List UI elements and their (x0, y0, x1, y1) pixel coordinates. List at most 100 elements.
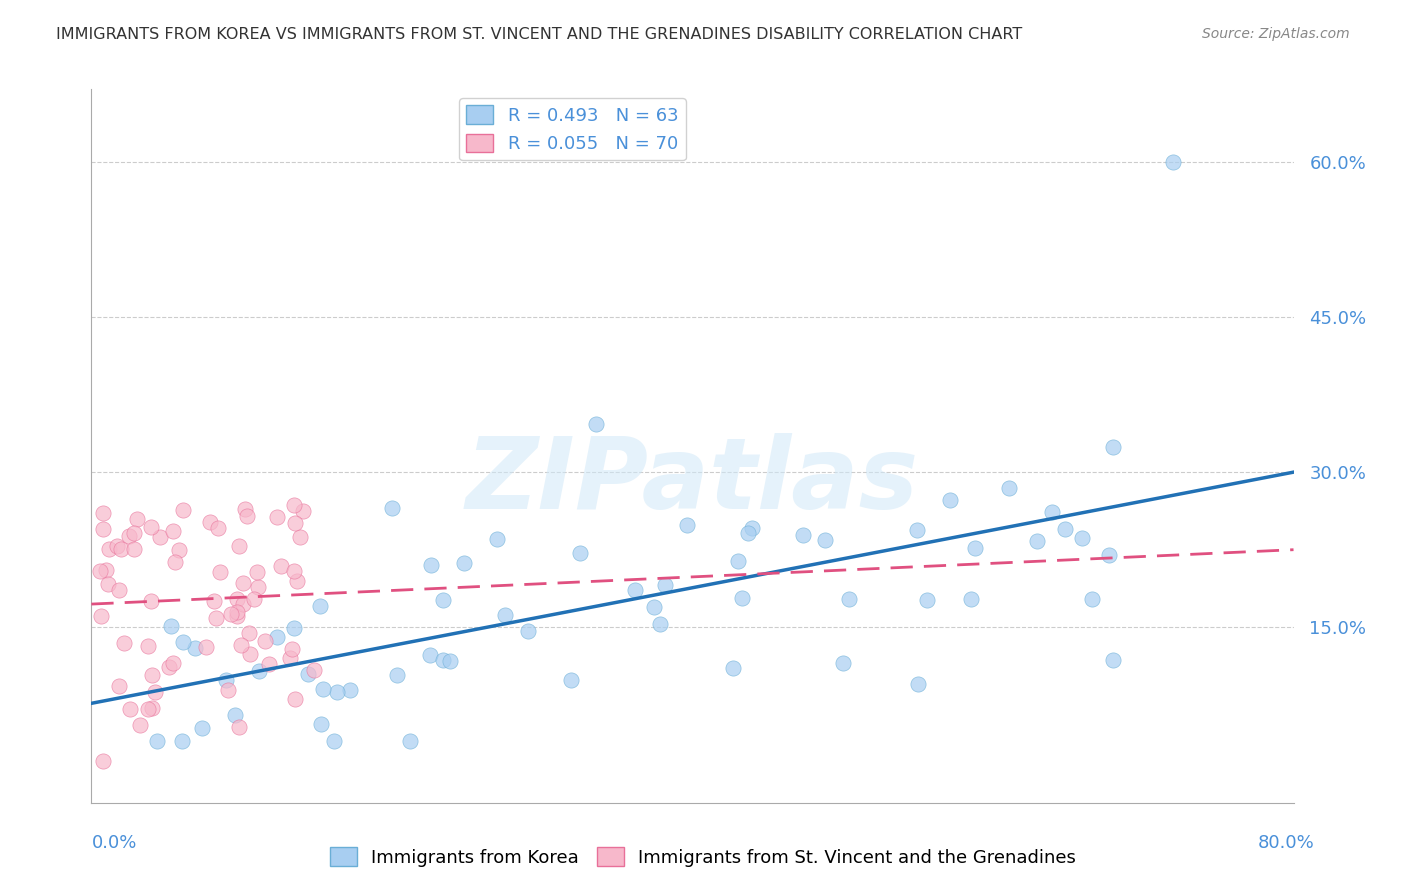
Point (141, 668, 163, 682)
Point (831, 656, 853, 670)
Point (214, 673, 236, 687)
Point (381, 501, 404, 516)
Point (309, 716, 332, 731)
Point (439, 654, 461, 668)
Point (172, 503, 194, 517)
Point (141, 701, 163, 715)
Point (219, 607, 242, 621)
Point (162, 657, 184, 671)
Point (191, 721, 214, 735)
Point (90, 609, 112, 624)
Point (93, 522, 115, 536)
Point (568, 546, 591, 560)
Legend: R = 0.493   N = 63, R = 0.055   N = 70: R = 0.493 N = 63, R = 0.055 N = 70 (458, 98, 686, 161)
Text: Source: ZipAtlas.com: Source: ZipAtlas.com (1202, 27, 1350, 41)
Point (253, 634, 276, 648)
Point (281, 641, 304, 656)
Point (162, 524, 184, 538)
Point (385, 667, 408, 681)
Point (235, 502, 257, 516)
Point (143, 685, 166, 699)
Point (149, 530, 172, 544)
Point (398, 733, 420, 747)
Point (225, 609, 247, 624)
Point (122, 526, 145, 541)
Legend: Immigrants from Korea, Immigrants from St. Vincent and the Grenadines: Immigrants from Korea, Immigrants from S… (322, 840, 1084, 874)
Point (585, 417, 607, 431)
Point (453, 556, 475, 570)
Point (225, 606, 247, 620)
Point (560, 673, 582, 687)
Point (624, 582, 647, 597)
Point (997, 481, 1019, 495)
Point (229, 638, 252, 652)
Point (105, 539, 128, 553)
Point (1098, 548, 1121, 562)
Point (108, 583, 131, 598)
Point (170, 733, 193, 747)
Point (257, 657, 280, 671)
Point (915, 593, 938, 607)
Point (905, 523, 928, 537)
Point (676, 517, 699, 532)
Point (136, 639, 159, 653)
Point (98, 542, 121, 557)
Point (792, 527, 814, 541)
Point (167, 542, 190, 557)
Point (172, 635, 194, 649)
Point (184, 640, 207, 655)
Point (157, 659, 180, 673)
Point (232, 575, 254, 590)
Point (838, 592, 860, 607)
Point (110, 541, 132, 556)
Point (194, 640, 217, 654)
Point (239, 647, 262, 661)
Point (654, 578, 676, 592)
Point (235, 509, 257, 524)
Point (125, 512, 148, 526)
Point (266, 510, 288, 524)
Point (432, 593, 454, 607)
Point (486, 532, 509, 546)
Point (326, 685, 349, 699)
Point (339, 682, 361, 697)
Point (959, 592, 981, 607)
Point (118, 529, 141, 543)
Point (284, 516, 307, 530)
Point (89, 564, 111, 578)
Point (266, 630, 288, 644)
Point (419, 558, 441, 572)
Point (139, 520, 162, 534)
Point (139, 594, 162, 608)
Point (290, 530, 312, 544)
Point (246, 565, 269, 579)
Point (270, 559, 292, 574)
Point (939, 493, 962, 508)
Point (120, 702, 142, 716)
Point (907, 677, 929, 691)
Point (322, 733, 344, 747)
Point (278, 651, 301, 665)
Point (419, 648, 441, 662)
Point (1040, 505, 1063, 519)
Point (136, 702, 159, 716)
Point (297, 667, 319, 681)
Point (292, 504, 315, 518)
Point (247, 664, 270, 678)
Point (727, 554, 749, 568)
Text: IMMIGRANTS FROM KOREA VS IMMIGRANTS FROM ST. VINCENT AND THE GRENADINES DISABILI: IMMIGRANTS FROM KOREA VS IMMIGRANTS FROM… (56, 27, 1022, 42)
Point (204, 611, 226, 625)
Point (217, 683, 239, 698)
Point (494, 608, 516, 623)
Point (232, 597, 254, 611)
Point (1101, 653, 1123, 667)
Point (122, 542, 145, 557)
Point (963, 541, 986, 555)
Point (238, 626, 260, 640)
Point (224, 707, 246, 722)
Point (1026, 534, 1049, 549)
Point (91, 507, 114, 521)
Point (112, 636, 135, 650)
Point (97, 576, 120, 591)
Text: 0.0%: 0.0% (91, 834, 136, 852)
